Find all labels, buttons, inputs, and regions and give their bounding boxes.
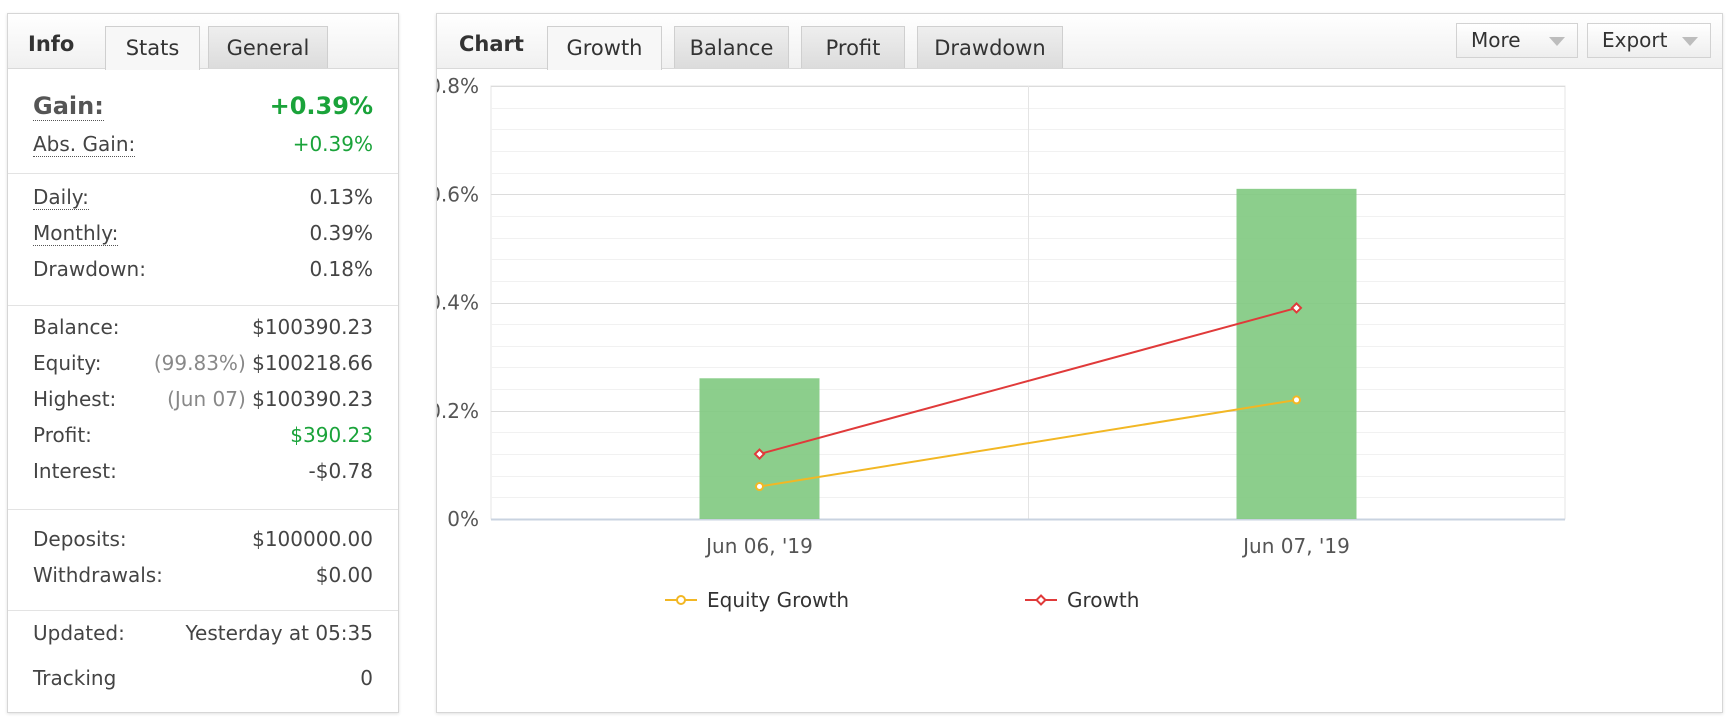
legend-marker	[676, 595, 686, 605]
highest-value: $100390.23	[252, 387, 373, 411]
x-tick-label: Jun 07, '19	[1241, 534, 1350, 558]
chevron-down-icon	[1549, 37, 1565, 46]
withdrawals-value: $0.00	[315, 563, 373, 587]
equity-value: $100218.66	[252, 351, 373, 375]
withdrawals-label: Withdrawals:	[33, 563, 163, 587]
divider	[8, 305, 398, 306]
divider	[8, 610, 398, 611]
info-tabbar: Info Stats General	[8, 14, 398, 70]
tracking-value: 0	[360, 666, 373, 690]
monthly-label[interactable]: Monthly:	[33, 221, 119, 246]
export-dropdown[interactable]: Export	[1587, 23, 1711, 58]
tab-profit[interactable]: Profit	[801, 26, 905, 68]
info-panel: Info Stats General Gain: +0.39% Abs. Gai…	[7, 13, 399, 713]
series-line	[759, 398, 1297, 488]
legend-item: Growth	[1025, 588, 1139, 612]
series-line	[759, 306, 1297, 456]
gain-label[interactable]: Gain:	[33, 92, 104, 121]
equity-percent: (99.83%)	[153, 351, 246, 375]
tab-growth[interactable]: Growth	[547, 26, 662, 70]
profit-value: $390.23	[290, 423, 373, 447]
line-series-growth	[753, 301, 1303, 460]
info-title: Info	[28, 32, 75, 56]
divider	[8, 509, 398, 510]
chevron-down-icon	[1682, 37, 1698, 46]
legend-label: Equity Growth	[707, 588, 849, 612]
more-dropdown[interactable]: More	[1456, 23, 1578, 58]
tab-stats[interactable]: Stats	[105, 26, 200, 70]
y-tick-label: 0.8%	[437, 74, 479, 98]
data-point	[1290, 301, 1303, 314]
daily-label[interactable]: Daily:	[33, 185, 89, 210]
export-label: Export	[1602, 28, 1668, 52]
interest-value: -$0.78	[308, 459, 373, 483]
drawdown-label: Drawdown:	[33, 257, 146, 281]
line-series	[753, 301, 1303, 492]
y-tick-label: 0%	[447, 507, 479, 531]
data-point	[755, 482, 764, 492]
x-axis-ticks: Jun 06, '19 Jun 07, '19	[704, 534, 1350, 558]
bar	[1236, 188, 1357, 519]
data-point	[753, 448, 766, 460]
balance-value: $100390.23	[252, 315, 373, 339]
tab-general[interactable]: General	[208, 26, 328, 68]
profit-label: Profit:	[33, 423, 92, 447]
abs-gain-label[interactable]: Abs. Gain:	[33, 132, 136, 157]
gain-value: +0.39%	[269, 92, 373, 120]
interest-label: Interest:	[33, 459, 117, 483]
daily-value: 0.13%	[309, 185, 373, 209]
y-tick-label: 0.6%	[437, 182, 479, 206]
updated-label: Updated:	[33, 621, 125, 645]
chart-legend: Equity Growth Growth	[665, 588, 1139, 612]
growth-chart: 0% 0.2% 0.4% 0.6% 0.8% Jun 06, '19 Jun 07, '1…	[437, 74, 1566, 612]
highest-date: (Jun 07)	[167, 387, 246, 411]
data-point	[1292, 395, 1301, 405]
tracking-label: Tracking	[33, 666, 117, 690]
deposits-label: Deposits:	[33, 527, 127, 551]
tab-balance[interactable]: Balance	[674, 26, 789, 68]
monthly-value: 0.39%	[309, 221, 373, 245]
equity-label: Equity:	[33, 351, 102, 375]
y-axis-ticks: 0% 0.2% 0.4% 0.6% 0.8%	[437, 74, 479, 531]
x-tick-label: Jun 06, '19	[704, 534, 813, 558]
drawdown-value: 0.18%	[309, 257, 373, 281]
balance-label: Balance:	[33, 315, 120, 339]
more-label: More	[1471, 28, 1521, 52]
tab-drawdown[interactable]: Drawdown	[917, 26, 1063, 68]
y-tick-label: 0.4%	[437, 291, 479, 315]
legend-marker	[1035, 594, 1047, 606]
line-series-equity-growth	[755, 395, 1301, 492]
bar-series	[699, 188, 1357, 519]
y-tick-label: 0.2%	[437, 399, 479, 423]
chart-tabbar: Chart Growth Balance Profit Drawdown Mor…	[437, 14, 1722, 70]
legend-label: Growth	[1067, 588, 1139, 612]
chart-grid	[490, 85, 1566, 521]
updated-value: Yesterday at 05:35	[185, 621, 373, 645]
legend-item: Equity Growth	[665, 588, 849, 612]
divider	[8, 173, 398, 174]
deposits-value: $100000.00	[252, 527, 373, 551]
chart-panel: Chart Growth Balance Profit Drawdown Mor…	[436, 13, 1723, 713]
chart-title: Chart	[459, 32, 524, 56]
abs-gain-value: +0.39%	[292, 132, 373, 156]
highest-label: Highest:	[33, 387, 117, 411]
